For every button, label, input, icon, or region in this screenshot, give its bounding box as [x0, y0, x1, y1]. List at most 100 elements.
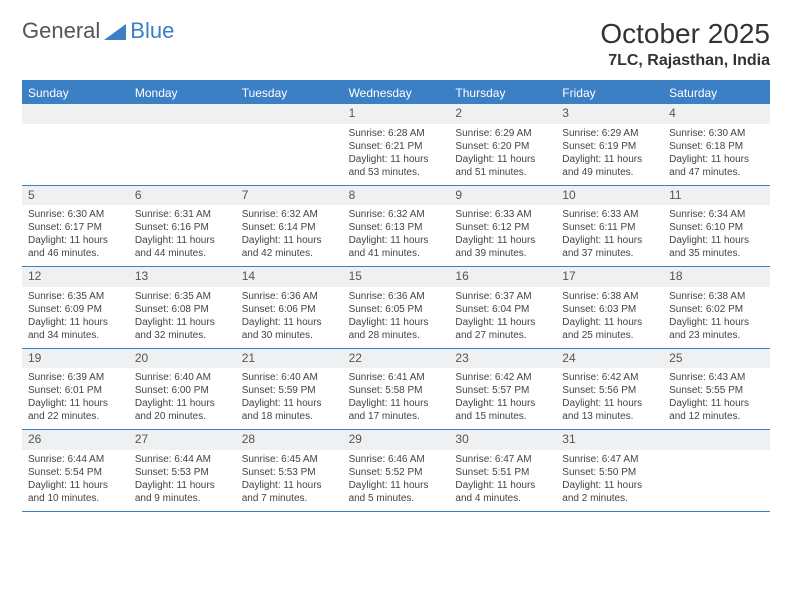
calendar-body: 1Sunrise: 6:28 AMSunset: 6:21 PMDaylight… — [22, 104, 770, 512]
day-cell: 11Sunrise: 6:34 AMSunset: 6:10 PMDayligh… — [663, 186, 770, 268]
daylight-line: Daylight: 11 hours and 2 minutes. — [562, 479, 657, 505]
day-number: 4 — [663, 104, 770, 124]
day-number: 9 — [449, 186, 556, 206]
day-body: Sunrise: 6:44 AMSunset: 5:54 PMDaylight:… — [22, 450, 129, 511]
sunrise-line: Sunrise: 6:30 AM — [669, 127, 764, 140]
day-body: Sunrise: 6:33 AMSunset: 6:12 PMDaylight:… — [449, 205, 556, 266]
day-number: 11 — [663, 186, 770, 206]
daylight-line: Daylight: 11 hours and 39 minutes. — [455, 234, 550, 260]
sunrise-line: Sunrise: 6:41 AM — [349, 371, 444, 384]
sunset-line: Sunset: 5:52 PM — [349, 466, 444, 479]
sunset-line: Sunset: 6:01 PM — [28, 384, 123, 397]
day-body: Sunrise: 6:38 AMSunset: 6:02 PMDaylight:… — [663, 287, 770, 348]
sunset-line: Sunset: 5:51 PM — [455, 466, 550, 479]
sunset-line: Sunset: 6:19 PM — [562, 140, 657, 153]
day-number: 13 — [129, 267, 236, 287]
day-body: Sunrise: 6:36 AMSunset: 6:06 PMDaylight:… — [236, 287, 343, 348]
day-number: 22 — [343, 349, 450, 369]
day-cell: 12Sunrise: 6:35 AMSunset: 6:09 PMDayligh… — [22, 267, 129, 349]
day-body — [663, 450, 770, 508]
day-body: Sunrise: 6:41 AMSunset: 5:58 PMDaylight:… — [343, 368, 450, 429]
day-cell: 1Sunrise: 6:28 AMSunset: 6:21 PMDaylight… — [343, 104, 450, 186]
day-body: Sunrise: 6:44 AMSunset: 5:53 PMDaylight:… — [129, 450, 236, 511]
day-body: Sunrise: 6:35 AMSunset: 6:08 PMDaylight:… — [129, 287, 236, 348]
daylight-line: Daylight: 11 hours and 27 minutes. — [455, 316, 550, 342]
day-number — [236, 104, 343, 124]
empty-cell — [22, 104, 129, 186]
empty-cell — [236, 104, 343, 186]
logo-triangle-icon — [104, 22, 126, 40]
sunrise-line: Sunrise: 6:30 AM — [28, 208, 123, 221]
day-cell: 21Sunrise: 6:40 AMSunset: 5:59 PMDayligh… — [236, 349, 343, 431]
day-cell: 17Sunrise: 6:38 AMSunset: 6:03 PMDayligh… — [556, 267, 663, 349]
day-body: Sunrise: 6:36 AMSunset: 6:05 PMDaylight:… — [343, 287, 450, 348]
sunset-line: Sunset: 5:56 PM — [562, 384, 657, 397]
day-body: Sunrise: 6:31 AMSunset: 6:16 PMDaylight:… — [129, 205, 236, 266]
sunrise-line: Sunrise: 6:37 AM — [455, 290, 550, 303]
day-number: 8 — [343, 186, 450, 206]
day-header-cell: Monday — [129, 82, 236, 104]
day-cell: 31Sunrise: 6:47 AMSunset: 5:50 PMDayligh… — [556, 430, 663, 512]
day-number — [22, 104, 129, 124]
sunrise-line: Sunrise: 6:31 AM — [135, 208, 230, 221]
sunrise-line: Sunrise: 6:36 AM — [349, 290, 444, 303]
sunrise-line: Sunrise: 6:35 AM — [135, 290, 230, 303]
sunset-line: Sunset: 5:57 PM — [455, 384, 550, 397]
daylight-line: Daylight: 11 hours and 7 minutes. — [242, 479, 337, 505]
daylight-line: Daylight: 11 hours and 53 minutes. — [349, 153, 444, 179]
day-body: Sunrise: 6:33 AMSunset: 6:11 PMDaylight:… — [556, 205, 663, 266]
daylight-line: Daylight: 11 hours and 30 minutes. — [242, 316, 337, 342]
day-header-cell: Wednesday — [343, 82, 450, 104]
day-cell: 22Sunrise: 6:41 AMSunset: 5:58 PMDayligh… — [343, 349, 450, 431]
daylight-line: Daylight: 11 hours and 42 minutes. — [242, 234, 337, 260]
sunrise-line: Sunrise: 6:36 AM — [242, 290, 337, 303]
day-cell: 27Sunrise: 6:44 AMSunset: 5:53 PMDayligh… — [129, 430, 236, 512]
sunrise-line: Sunrise: 6:35 AM — [28, 290, 123, 303]
sunrise-line: Sunrise: 6:32 AM — [242, 208, 337, 221]
day-cell: 9Sunrise: 6:33 AMSunset: 6:12 PMDaylight… — [449, 186, 556, 268]
day-number: 7 — [236, 186, 343, 206]
sunrise-line: Sunrise: 6:40 AM — [242, 371, 337, 384]
sunrise-line: Sunrise: 6:33 AM — [562, 208, 657, 221]
day-cell: 15Sunrise: 6:36 AMSunset: 6:05 PMDayligh… — [343, 267, 450, 349]
sunset-line: Sunset: 6:05 PM — [349, 303, 444, 316]
day-body: Sunrise: 6:47 AMSunset: 5:50 PMDaylight:… — [556, 450, 663, 511]
daylight-line: Daylight: 11 hours and 9 minutes. — [135, 479, 230, 505]
sunset-line: Sunset: 5:55 PM — [669, 384, 764, 397]
day-header-cell: Saturday — [663, 82, 770, 104]
daylight-line: Daylight: 11 hours and 37 minutes. — [562, 234, 657, 260]
day-body: Sunrise: 6:29 AMSunset: 6:19 PMDaylight:… — [556, 124, 663, 185]
day-number: 16 — [449, 267, 556, 287]
daylight-line: Daylight: 11 hours and 35 minutes. — [669, 234, 764, 260]
day-cell: 28Sunrise: 6:45 AMSunset: 5:53 PMDayligh… — [236, 430, 343, 512]
day-cell: 20Sunrise: 6:40 AMSunset: 6:00 PMDayligh… — [129, 349, 236, 431]
daylight-line: Daylight: 11 hours and 17 minutes. — [349, 397, 444, 423]
empty-cell — [663, 430, 770, 512]
day-cell: 18Sunrise: 6:38 AMSunset: 6:02 PMDayligh… — [663, 267, 770, 349]
daylight-line: Daylight: 11 hours and 49 minutes. — [562, 153, 657, 179]
sunset-line: Sunset: 5:58 PM — [349, 384, 444, 397]
day-body: Sunrise: 6:32 AMSunset: 6:13 PMDaylight:… — [343, 205, 450, 266]
day-number — [663, 430, 770, 450]
day-header-cell: Thursday — [449, 82, 556, 104]
header: General Blue October 2025 7LC, Rajasthan… — [22, 18, 770, 70]
day-body: Sunrise: 6:40 AMSunset: 6:00 PMDaylight:… — [129, 368, 236, 429]
sunset-line: Sunset: 6:18 PM — [669, 140, 764, 153]
day-number: 20 — [129, 349, 236, 369]
day-body — [236, 124, 343, 182]
day-number: 27 — [129, 430, 236, 450]
day-body: Sunrise: 6:46 AMSunset: 5:52 PMDaylight:… — [343, 450, 450, 511]
day-body: Sunrise: 6:30 AMSunset: 6:18 PMDaylight:… — [663, 124, 770, 185]
day-cell: 8Sunrise: 6:32 AMSunset: 6:13 PMDaylight… — [343, 186, 450, 268]
daylight-line: Daylight: 11 hours and 25 minutes. — [562, 316, 657, 342]
day-header-cell: Tuesday — [236, 82, 343, 104]
sunrise-line: Sunrise: 6:40 AM — [135, 371, 230, 384]
logo-text-blue: Blue — [130, 18, 174, 44]
daylight-line: Daylight: 11 hours and 51 minutes. — [455, 153, 550, 179]
daylight-line: Daylight: 11 hours and 44 minutes. — [135, 234, 230, 260]
day-body: Sunrise: 6:30 AMSunset: 6:17 PMDaylight:… — [22, 205, 129, 266]
day-number: 12 — [22, 267, 129, 287]
day-body: Sunrise: 6:40 AMSunset: 5:59 PMDaylight:… — [236, 368, 343, 429]
week-row: 26Sunrise: 6:44 AMSunset: 5:54 PMDayligh… — [22, 430, 770, 512]
sunrise-line: Sunrise: 6:44 AM — [135, 453, 230, 466]
